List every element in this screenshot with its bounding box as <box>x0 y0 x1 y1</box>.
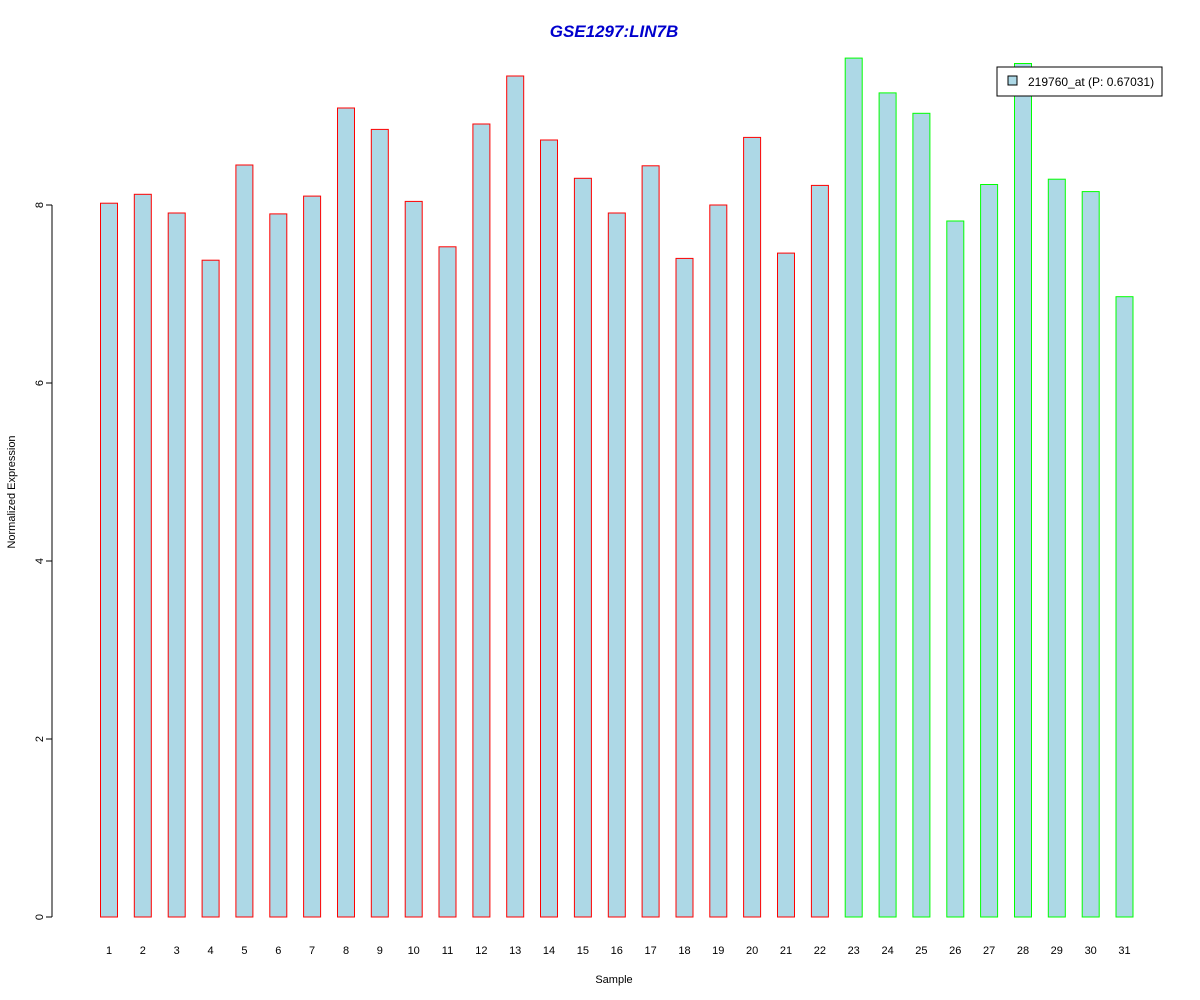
x-axis-label: Sample <box>595 974 632 986</box>
x-tick-label: 19 <box>712 945 724 957</box>
x-tick-label: 8 <box>343 945 349 957</box>
x-tick-label: 18 <box>678 945 690 957</box>
bar <box>1047 178 1066 918</box>
x-tick-label: 27 <box>983 945 995 957</box>
legend-box <box>996 66 1163 97</box>
x-tick-label: 12 <box>475 945 487 957</box>
bar <box>980 184 999 918</box>
y-tick-label: 4 <box>34 558 46 564</box>
bar <box>506 75 525 918</box>
x-tick-label: 11 <box>442 945 453 957</box>
x-tick-label: 10 <box>408 945 420 957</box>
bar <box>337 107 355 918</box>
legend-swatch <box>1007 75 1018 86</box>
x-tick-label: 3 <box>174 945 180 957</box>
x-tick-label: 7 <box>309 945 315 957</box>
bar <box>438 246 457 918</box>
x-tick-label: 24 <box>881 945 893 957</box>
x-tick-label: 29 <box>1051 945 1063 957</box>
x-tick-labels: 1 2 3 4 5 6 7 8 9 10 11 12 13 14 15 16 17 18 19 20 21 22 23 24 2… <box>106 945 1131 957</box>
x-tick-label: 30 <box>1085 945 1097 957</box>
x-tick-label: 20 <box>746 945 758 957</box>
x-tick-label: 2 <box>140 945 146 957</box>
x-tick-label: 22 <box>814 945 826 957</box>
bar <box>1081 191 1100 918</box>
x-tick-label: 15 <box>577 945 589 957</box>
x-tick-label: 16 <box>611 945 623 957</box>
x-tick-label: 26 <box>949 945 961 957</box>
bar <box>235 164 254 918</box>
x-tick-label: 17 <box>644 945 656 957</box>
x-tick-label: 1 <box>106 945 112 957</box>
x-tick-label: 28 <box>1017 945 1029 957</box>
bar <box>946 220 965 918</box>
bar <box>370 128 389 918</box>
x-tick-label: 14 <box>543 945 555 957</box>
y-axis-label: Normalized Expression <box>6 435 18 548</box>
bar <box>777 252 795 918</box>
y-axis: 0 2 4 6 8 <box>34 202 53 920</box>
x-tick-label: 25 <box>915 945 927 957</box>
bar <box>472 123 491 918</box>
bar <box>269 213 288 918</box>
y-tick-label: 2 <box>34 736 46 742</box>
bars <box>100 57 1134 918</box>
bar <box>641 165 660 918</box>
y-tick-label: 8 <box>34 202 46 208</box>
bar <box>912 112 931 918</box>
bar <box>709 204 728 918</box>
x-tick-label: 13 <box>509 945 521 957</box>
x-tick-label: 6 <box>275 945 281 957</box>
bar <box>100 202 118 918</box>
bar <box>1014 63 1032 918</box>
x-tick-label: 21 <box>780 945 792 957</box>
bar <box>810 184 829 918</box>
bar <box>743 136 762 918</box>
bar <box>133 193 152 918</box>
legend-label: 219760_at (P: 0.67031) <box>1028 75 1154 89</box>
bar <box>675 257 694 918</box>
bar <box>540 139 558 918</box>
x-tick-label: 4 <box>208 945 214 957</box>
bar <box>404 200 423 918</box>
x-tick-label: 31 <box>1118 945 1130 957</box>
bar <box>878 92 897 918</box>
x-tick-label: 23 <box>848 945 860 957</box>
chart-title: GSE1297:LIN7B <box>550 22 679 41</box>
y-tick-label: 6 <box>34 380 46 386</box>
bar <box>1115 296 1134 918</box>
bar <box>844 57 863 918</box>
x-tick-label: 5 <box>241 945 247 957</box>
legend: 219760_at (P: 0.67031) <box>996 66 1163 97</box>
bar <box>201 259 220 918</box>
y-tick-label: 0 <box>34 914 46 920</box>
bar <box>303 195 322 918</box>
bar <box>607 212 626 918</box>
x-tick-label: 9 <box>377 945 383 957</box>
bar <box>167 212 186 918</box>
bar <box>573 177 592 918</box>
